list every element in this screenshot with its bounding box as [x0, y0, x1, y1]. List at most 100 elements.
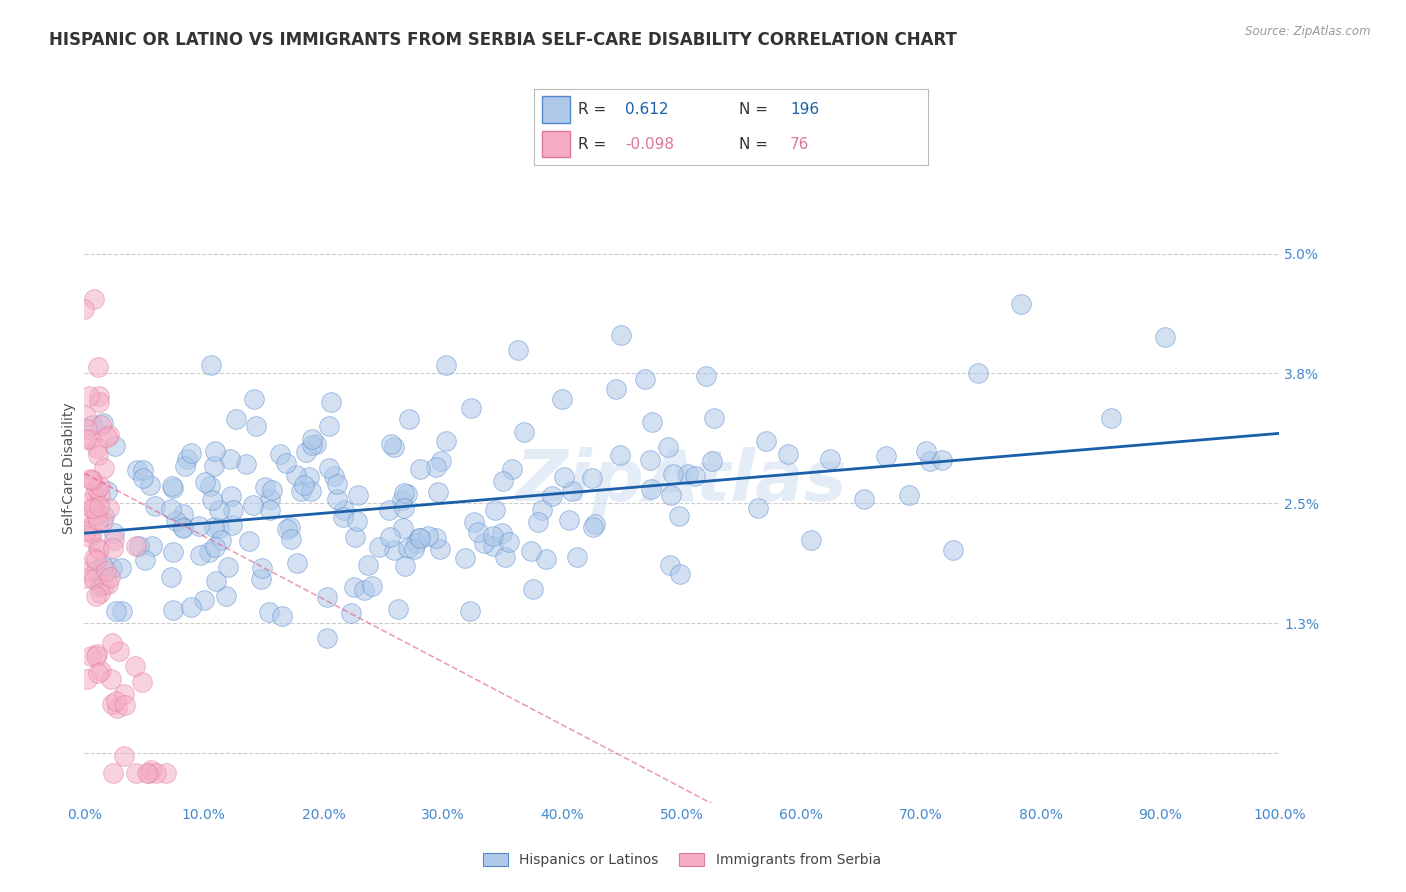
Point: [319, 395, 342, 409]
Point: [609, 448, 631, 462]
Point: [640, 483, 662, 497]
Point: [155, 765, 177, 780]
Point: [1099, 410, 1122, 425]
Point: [434, 434, 457, 449]
Point: [73, 571, 96, 585]
Point: [405, 536, 427, 550]
Point: [259, 492, 281, 507]
Point: [218, 452, 240, 467]
Text: -0.098: -0.098: [624, 136, 673, 152]
Point: [703, 411, 725, 425]
Point: [301, 438, 323, 452]
Point: [434, 359, 457, 373]
Point: [93, 460, 115, 475]
Point: [91, 416, 114, 430]
Point: [458, 604, 481, 618]
Point: [513, 425, 536, 439]
Point: [202, 519, 225, 533]
Point: [100, 636, 122, 650]
Point: [188, 548, 211, 562]
Point: [818, 452, 841, 467]
Point: [409, 461, 432, 475]
Text: Source: ZipAtlas.com: Source: ZipAtlas.com: [1246, 25, 1371, 38]
Point: [280, 532, 302, 546]
Point: [915, 444, 938, 458]
Point: [260, 483, 283, 497]
Point: [520, 544, 543, 558]
Point: [87, 665, 110, 680]
Point: [1010, 296, 1032, 310]
Point: [425, 459, 447, 474]
Point: [481, 539, 503, 553]
Point: [225, 412, 247, 426]
Point: [86, 508, 108, 522]
Point: [299, 484, 322, 499]
Point: [284, 467, 307, 482]
Point: [634, 372, 657, 386]
Point: [83, 486, 105, 500]
Point: [259, 503, 281, 517]
Point: [700, 454, 723, 468]
Point: [80, 526, 103, 541]
Point: [87, 499, 110, 513]
Point: [425, 531, 447, 545]
Point: [609, 328, 631, 343]
Point: [180, 446, 202, 460]
Point: [103, 525, 125, 540]
Point: [484, 503, 506, 517]
Point: [143, 500, 166, 514]
Point: [897, 488, 920, 502]
Point: [82, 473, 104, 487]
Point: [357, 558, 380, 572]
Point: [111, 604, 134, 618]
Point: [250, 561, 273, 575]
Point: [128, 539, 150, 553]
Point: [76, 422, 98, 436]
Point: [176, 451, 198, 466]
Point: [298, 470, 321, 484]
Point: [100, 560, 122, 574]
Point: [1153, 330, 1175, 344]
Point: [378, 503, 401, 517]
Point: [125, 463, 148, 477]
Point: [112, 749, 135, 764]
Point: [208, 502, 231, 516]
Point: [392, 486, 415, 500]
Point: [145, 765, 167, 780]
Point: [97, 428, 120, 442]
Point: [86, 648, 108, 662]
Point: [101, 697, 124, 711]
Point: [270, 609, 292, 624]
Point: [83, 293, 105, 307]
Point: [942, 542, 965, 557]
Point: [87, 513, 110, 527]
Point: [91, 558, 114, 573]
Point: [931, 452, 953, 467]
Point: [89, 578, 111, 592]
Point: [194, 475, 217, 490]
Point: [83, 502, 105, 516]
Point: [332, 510, 354, 524]
Point: [114, 698, 136, 712]
Y-axis label: Self-Care Disability: Self-Care Disability: [62, 402, 76, 534]
Point: [276, 456, 298, 470]
Point: [96, 483, 118, 498]
Point: [491, 525, 513, 540]
Point: [131, 675, 153, 690]
Point: [204, 444, 226, 458]
Point: [200, 479, 222, 493]
Point: [531, 502, 554, 516]
Point: [84, 589, 107, 603]
Point: [79, 472, 101, 486]
Point: [541, 489, 564, 503]
Point: [398, 412, 420, 426]
Point: [292, 478, 315, 492]
Point: [550, 392, 572, 406]
Point: [201, 492, 224, 507]
Point: [340, 606, 363, 620]
Point: [73, 301, 96, 316]
Point: [87, 541, 110, 555]
Point: [391, 492, 413, 507]
Point: [91, 514, 114, 528]
Point: [103, 541, 125, 556]
